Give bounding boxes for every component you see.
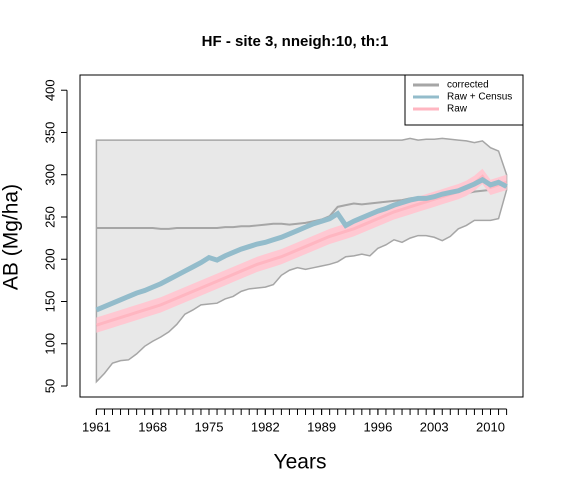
y-tick-label: 150 (42, 291, 57, 313)
x-tick-label: 2010 (476, 419, 505, 434)
x-tick-label: 1968 (138, 419, 167, 434)
x-tick-label: 2003 (420, 419, 449, 434)
y-tick-label: 250 (42, 206, 57, 228)
legend-label: corrected (447, 80, 489, 91)
x-tick-label: 1989 (307, 419, 336, 434)
y-axis-label: AB (Mg/ha) (0, 184, 23, 290)
corrected-band (95, 137, 508, 384)
x-tick-label: 1975 (195, 419, 224, 434)
x-tick-label: 1961 (82, 419, 111, 434)
y-tick-label: 50 (42, 379, 57, 393)
legend-label: Raw (447, 104, 468, 115)
chart-title: HF - site 3, nneigh:10, th:1 (202, 33, 389, 50)
legend-box (404, 74, 524, 126)
x-tick-label: 1982 (251, 419, 280, 434)
y-tick-label: 350 (42, 122, 57, 144)
y-tick-label: 300 (42, 164, 57, 186)
y-tick-label: 200 (42, 248, 57, 270)
x-tick-label: 1996 (363, 419, 392, 434)
y-tick-label: 100 (42, 333, 57, 355)
plot-frame (79, 74, 524, 398)
line (95, 176, 508, 313)
y-tick-label: 400 (42, 79, 57, 101)
x-axis-label: Years (274, 451, 327, 474)
legend-label: Raw + Census (447, 92, 512, 103)
